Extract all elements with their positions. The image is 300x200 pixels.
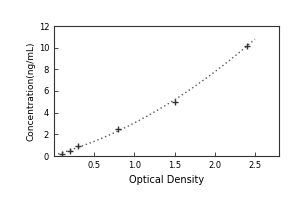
X-axis label: Optical Density: Optical Density — [129, 175, 204, 185]
Y-axis label: Concentration(ng/mL): Concentration(ng/mL) — [27, 41, 36, 141]
